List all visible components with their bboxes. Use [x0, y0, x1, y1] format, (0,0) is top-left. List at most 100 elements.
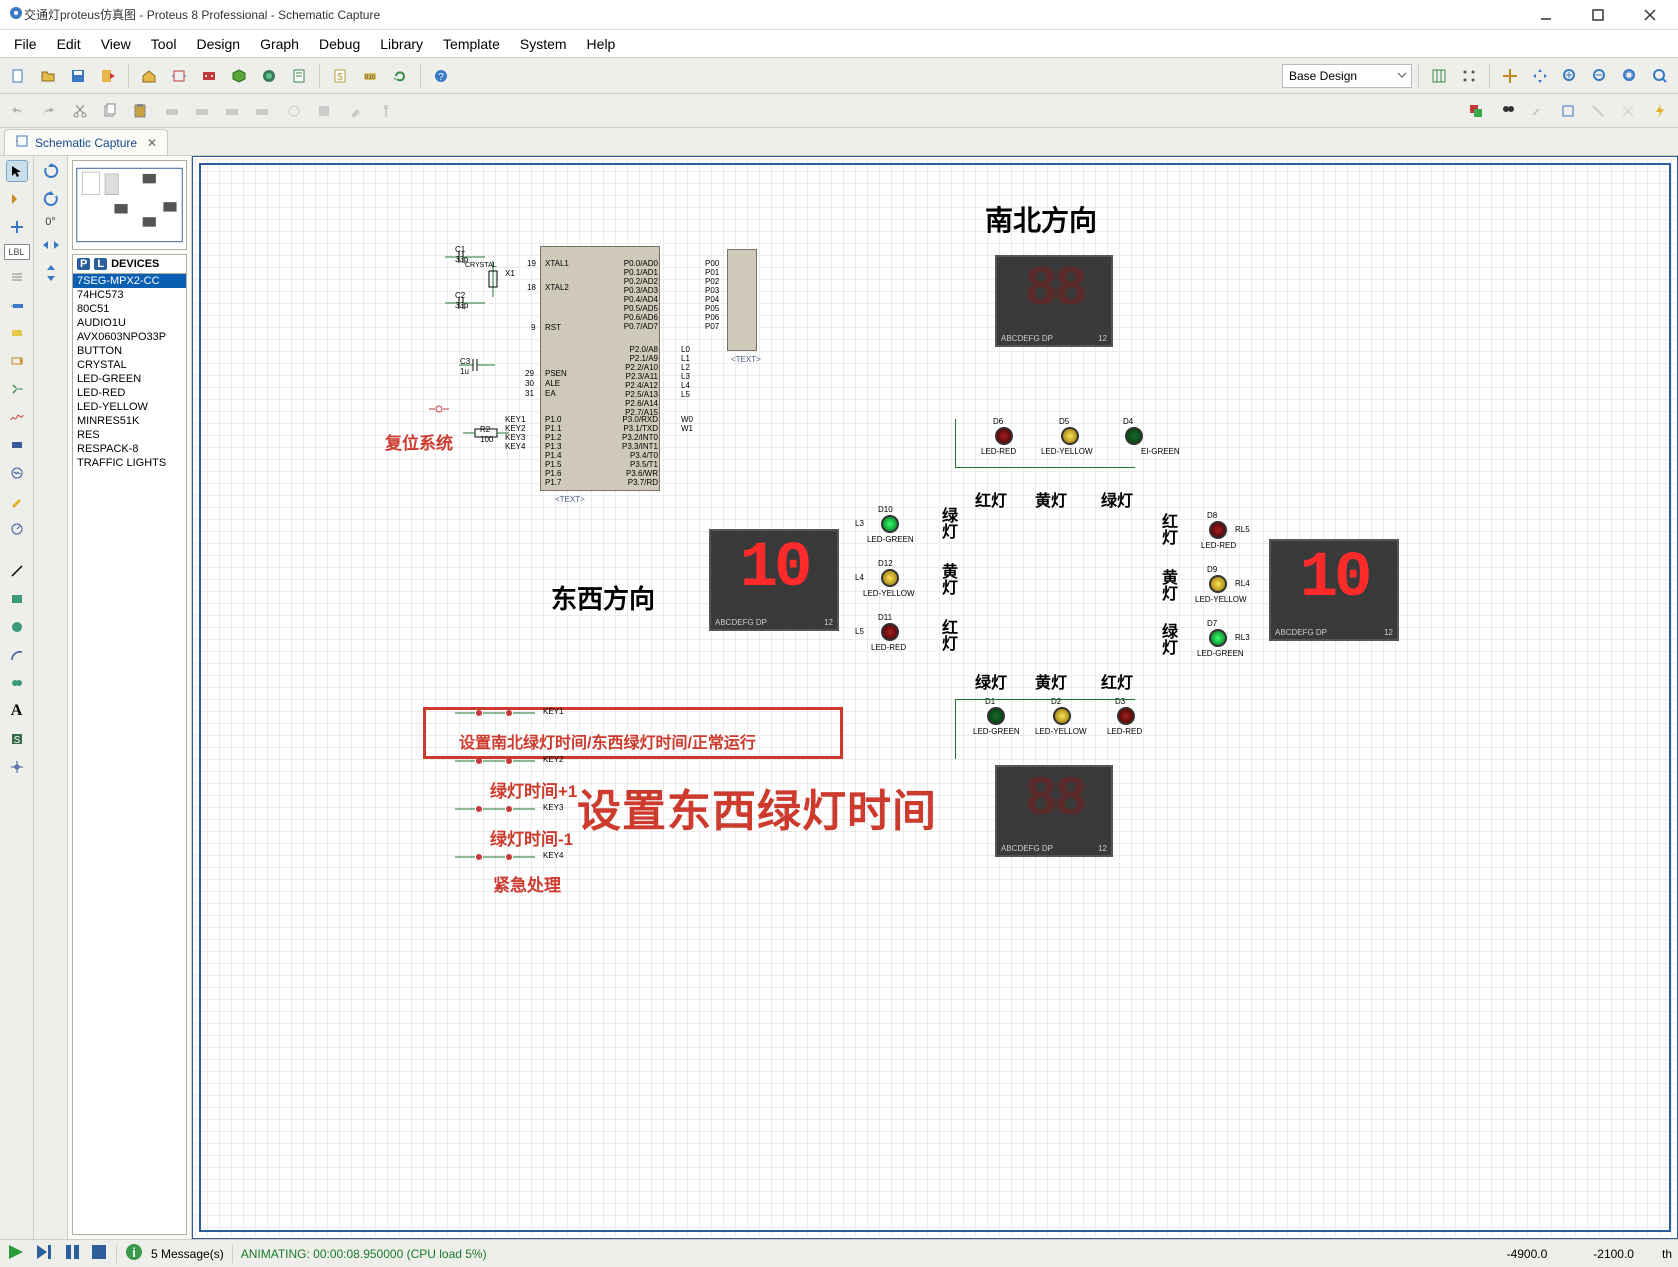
messages-count[interactable]: 5 Message(s)	[151, 1247, 224, 1261]
l-icon[interactable]: L	[94, 258, 107, 270]
device-item[interactable]: AVX0603NPO33P	[73, 330, 186, 344]
menu-graph[interactable]: Graph	[250, 32, 309, 56]
design-combo[interactable]: Base Design	[1282, 64, 1412, 88]
pcb-button[interactable]	[195, 62, 223, 90]
device-item[interactable]: BUTTON	[73, 344, 186, 358]
bom-button[interactable]	[285, 62, 313, 90]
cut-button[interactable]	[66, 97, 94, 125]
snap-button[interactable]	[1455, 62, 1483, 90]
tool-generator[interactable]	[6, 462, 28, 484]
led-d5[interactable]	[1061, 427, 1079, 445]
block-rotate-button[interactable]	[218, 97, 246, 125]
menu-system[interactable]: System	[510, 32, 577, 56]
close-button[interactable]	[1630, 1, 1670, 29]
device-item[interactable]: RES	[73, 428, 186, 442]
tab-close-button[interactable]: ✕	[147, 136, 157, 150]
tool-probe[interactable]	[6, 490, 28, 512]
tool-a-button[interactable]	[1524, 97, 1552, 125]
schematic-button[interactable]	[165, 62, 193, 90]
tool-select[interactable]	[6, 160, 28, 182]
play-button[interactable]	[6, 1243, 26, 1264]
tool-pin[interactable]	[6, 378, 28, 400]
refresh-button[interactable]	[386, 62, 414, 90]
device-item[interactable]: 74HC573	[73, 288, 186, 302]
tool-text[interactable]	[6, 266, 28, 288]
tool-c-button[interactable]	[1584, 97, 1612, 125]
gerber-button[interactable]	[255, 62, 283, 90]
tool-bus[interactable]	[6, 294, 28, 316]
zoom-in-button[interactable]	[1556, 62, 1584, 90]
tool-b-button[interactable]	[1554, 97, 1582, 125]
tool-text-a[interactable]: A	[6, 700, 28, 722]
block-copy-button[interactable]	[158, 97, 186, 125]
tool-terminal[interactable]	[6, 350, 28, 372]
dollar-button[interactable]: $	[326, 62, 354, 90]
pan-button[interactable]	[1526, 62, 1554, 90]
stop-button[interactable]	[90, 1243, 108, 1264]
tool-junction[interactable]	[6, 216, 28, 238]
led-d1[interactable]	[987, 707, 1005, 725]
step-button[interactable]	[34, 1243, 54, 1264]
binary-button[interactable]: 010	[356, 62, 384, 90]
minimize-button[interactable]	[1526, 1, 1566, 29]
block-move-button[interactable]	[188, 97, 216, 125]
find-button[interactable]	[1494, 97, 1522, 125]
tool-label[interactable]: LBL	[4, 244, 30, 260]
grid-button[interactable]	[1425, 62, 1453, 90]
led-d2[interactable]	[1053, 707, 1071, 725]
tool-line[interactable]	[6, 560, 28, 582]
zoom-area-button[interactable]	[1646, 62, 1674, 90]
device-item[interactable]: AUDIO1U	[73, 316, 186, 330]
tool-subcircuit[interactable]	[6, 322, 28, 344]
device-item[interactable]: LED-RED	[73, 386, 186, 400]
hammer-button[interactable]	[372, 97, 400, 125]
mirror-v-button[interactable]	[40, 262, 62, 284]
undo-button[interactable]	[4, 97, 32, 125]
device-item[interactable]: TRAFFIC LIGHTS	[73, 456, 186, 470]
block-delete-button[interactable]	[248, 97, 276, 125]
tab-schematic-capture[interactable]: Schematic Capture ✕	[4, 129, 168, 155]
led-d3[interactable]	[1117, 707, 1135, 725]
led-d6[interactable]	[995, 427, 1013, 445]
menu-help[interactable]: Help	[577, 32, 626, 56]
library-button[interactable]	[310, 97, 338, 125]
help-button[interactable]: ?	[427, 62, 455, 90]
led-d11[interactable]	[881, 623, 899, 641]
tool-path[interactable]	[6, 672, 28, 694]
menu-view[interactable]: View	[91, 32, 141, 56]
tool-rect[interactable]	[6, 588, 28, 610]
overview-minimap[interactable]	[72, 160, 187, 250]
tool-arc[interactable]	[6, 644, 28, 666]
lightning-button[interactable]	[1646, 97, 1674, 125]
device-item[interactable]: 7SEG-MPX2-CC	[73, 274, 186, 288]
menu-edit[interactable]: Edit	[47, 32, 91, 56]
menu-template[interactable]: Template	[433, 32, 510, 56]
pause-button[interactable]	[62, 1243, 82, 1264]
led-d10[interactable]	[881, 515, 899, 533]
led-d4[interactable]	[1125, 427, 1143, 445]
close-project-button[interactable]	[94, 62, 122, 90]
device-item[interactable]: RESPACK-8	[73, 442, 186, 456]
paste-button[interactable]	[126, 97, 154, 125]
tool-tape[interactable]	[6, 434, 28, 456]
tool-instrument[interactable]	[6, 518, 28, 540]
tool-circle[interactable]	[6, 616, 28, 638]
zoom-out-button[interactable]	[1586, 62, 1614, 90]
rotate-cw-button[interactable]	[40, 160, 62, 182]
led-d8[interactable]	[1209, 521, 1227, 539]
tools-button[interactable]	[342, 97, 370, 125]
menu-debug[interactable]: Debug	[309, 32, 370, 56]
zoom-fit-button[interactable]	[1616, 62, 1644, 90]
p-icon[interactable]: P	[77, 258, 90, 270]
mirror-h-button[interactable]	[40, 234, 62, 256]
device-item[interactable]: 80C51	[73, 302, 186, 316]
tool-component[interactable]	[6, 188, 28, 210]
latch-chip[interactable]	[727, 249, 757, 351]
redo-button[interactable]	[34, 97, 62, 125]
new-button[interactable]	[4, 62, 32, 90]
device-item[interactable]: CRYSTAL	[73, 358, 186, 372]
device-item[interactable]: MINRES51K	[73, 414, 186, 428]
device-item[interactable]: LED-YELLOW	[73, 400, 186, 414]
tool-graph[interactable]	[6, 406, 28, 428]
menu-tool[interactable]: Tool	[141, 32, 187, 56]
